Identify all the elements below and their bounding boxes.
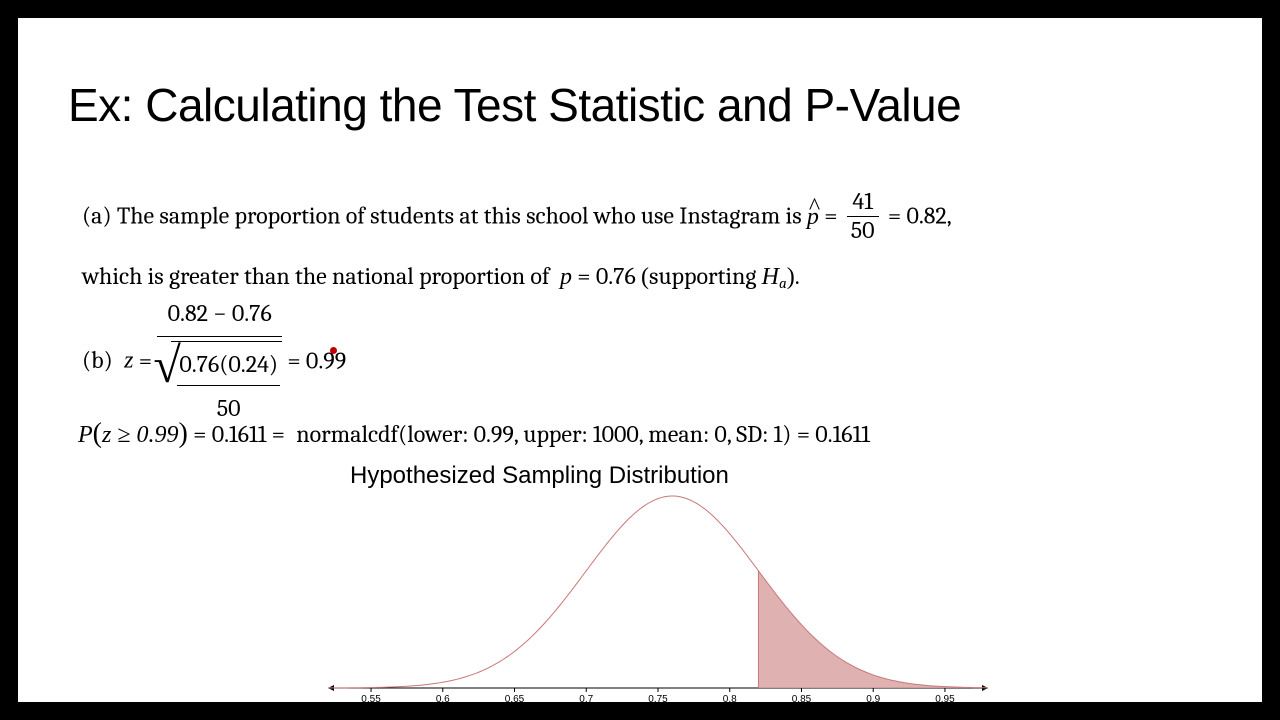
chart-title: Hypothesized Sampling Distribution xyxy=(350,462,729,490)
part-b: (b) z = 0.82 − 0.76 √ 0.76(0.24) 50 = 0.… xyxy=(82,293,432,428)
lp: ( xyxy=(93,418,102,449)
phat-value: 0.82, xyxy=(906,202,951,230)
phat-fraction: 41 50 xyxy=(847,188,879,244)
svg-text:0.65: 0.65 xyxy=(505,694,525,705)
rp: ) xyxy=(179,418,188,449)
laser-pointer-icon xyxy=(330,347,337,354)
p-equals: = 0.1611 = xyxy=(193,420,285,448)
chart-svg: 0.55 0.6 0.65 0.7 0.75 0.8 0.85 0.9 0.95 xyxy=(318,488,998,708)
sqrt-sign: √ xyxy=(153,340,180,390)
slide: Ex: Calculating the Test Statistic and P… xyxy=(18,18,1262,702)
p-val: 0.76 xyxy=(596,262,636,290)
part-b-label: (b) xyxy=(82,340,113,381)
p-symbol: P xyxy=(78,422,93,448)
z-geq: z ≥ 0.99 xyxy=(102,422,179,448)
part-a-line2-a: which is greater than the national propo… xyxy=(82,262,555,290)
svg-text:0.95: 0.95 xyxy=(935,694,955,705)
svg-text:0.85: 0.85 xyxy=(792,694,812,705)
svg-text:0.55: 0.55 xyxy=(361,694,381,705)
svg-text:0.75: 0.75 xyxy=(648,694,668,705)
normal-curve-chart: 0.55 0.6 0.65 0.7 0.75 0.8 0.85 0.9 0.95 xyxy=(318,488,998,718)
part-a-line1: (a) The sample proportion of students at… xyxy=(82,190,1182,246)
equals-4: = xyxy=(287,346,306,374)
phat-den: 50 xyxy=(847,217,879,245)
z-numerator: 0.82 − 0.76 xyxy=(157,293,282,337)
part-a-line2: which is greater than the national propo… xyxy=(82,256,800,298)
equals-2: = xyxy=(888,202,907,230)
p-eq: p = xyxy=(555,262,596,290)
se-num: 0.76(0.24) xyxy=(177,344,280,386)
paren-close: ) xyxy=(787,264,795,290)
normalcdf-text: normalcdf(lower: 0.99, upper: 1000, mean… xyxy=(296,420,870,448)
supporting-text: supporting xyxy=(649,262,762,290)
z-symbol: z xyxy=(124,347,133,373)
p-value-line: P(z ≥ 0.99) = 0.1611 = normalcdf(lower: … xyxy=(78,410,870,458)
svg-text:0.7: 0.7 xyxy=(579,694,593,705)
svg-text:0.6: 0.6 xyxy=(436,694,450,705)
ha-sub: a xyxy=(779,274,787,292)
paren-open: ( xyxy=(641,264,649,290)
ha-symbol: H xyxy=(762,264,779,290)
phat-num: 41 xyxy=(847,188,879,217)
z-fraction: 0.82 − 0.76 √ 0.76(0.24) 50 xyxy=(157,293,282,428)
period: . xyxy=(795,262,800,290)
p-hat-symbol: p xyxy=(807,197,819,238)
part-a-prefix: (a) The sample proportion of students at… xyxy=(82,202,807,230)
z-result: 0.99 xyxy=(306,346,346,374)
svg-text:0.9: 0.9 xyxy=(866,694,880,705)
equals-1: = xyxy=(824,202,843,230)
slide-title: Ex: Calculating the Test Statistic and P… xyxy=(68,78,961,132)
svg-text:0.8: 0.8 xyxy=(723,694,737,705)
